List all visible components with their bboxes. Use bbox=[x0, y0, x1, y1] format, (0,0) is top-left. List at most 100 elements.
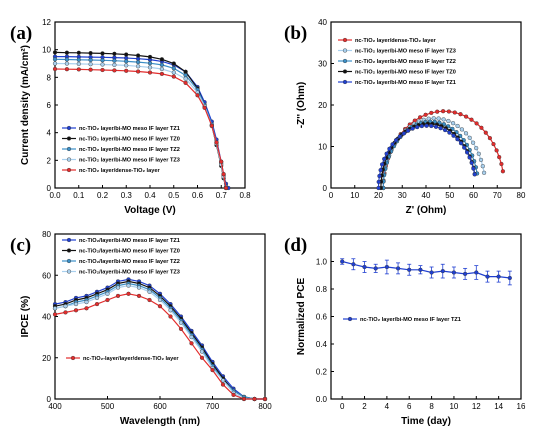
nyquist-arc-line bbox=[380, 123, 476, 189]
ipce-point bbox=[231, 392, 236, 397]
ipce-point bbox=[241, 396, 247, 402]
jv-point bbox=[219, 159, 224, 164]
nyquist-point bbox=[429, 110, 434, 115]
jv-point bbox=[147, 54, 153, 59]
nyquist-point bbox=[410, 126, 415, 131]
y-axis-label: Normalized PCE bbox=[296, 278, 307, 356]
nyquist-point bbox=[469, 160, 474, 165]
ipce-point bbox=[262, 396, 268, 402]
nyquist-point bbox=[377, 173, 382, 179]
legend-marker bbox=[342, 79, 348, 85]
legend-marker bbox=[342, 69, 348, 74]
panel-label: (a) bbox=[10, 23, 32, 44]
nyquist-point bbox=[415, 124, 420, 130]
jv-point bbox=[112, 58, 117, 63]
y-tick-label: 10 bbox=[318, 143, 327, 152]
nyquist-point bbox=[406, 128, 411, 133]
ipce-point bbox=[147, 289, 152, 294]
stability-line bbox=[342, 260, 510, 279]
nyquist-point bbox=[451, 133, 456, 138]
stability-point bbox=[440, 269, 445, 274]
jv-point bbox=[195, 93, 200, 98]
ipce-point bbox=[94, 295, 100, 300]
stability-point bbox=[351, 262, 356, 267]
stability-point bbox=[362, 264, 367, 270]
ipce-point bbox=[168, 308, 173, 313]
nyquist-point bbox=[446, 109, 451, 114]
nyquist-point bbox=[431, 116, 436, 121]
jv-point bbox=[171, 74, 176, 79]
nyquist-point bbox=[494, 148, 499, 153]
panel-c: (c) 400 500 600 700 800 0 20 40 60 80 Wavelength (n… bbox=[10, 230, 272, 426]
legend-entry: nc-TiO₂ layer/bi-MO meso IF layer TZ0 bbox=[355, 70, 456, 76]
jv-point bbox=[52, 61, 58, 66]
panel-a: (a) 0.0 0.1 0.2 0.3 0.4 0.5 0.6 0.7 0.8 0 2 4 6 8 10 12 V… bbox=[10, 18, 251, 216]
jv-point bbox=[159, 66, 164, 72]
y-tick-label: 8 bbox=[47, 73, 52, 82]
jv-point bbox=[202, 105, 207, 110]
jv-point bbox=[159, 57, 164, 62]
ipce-point bbox=[178, 326, 184, 331]
x-axis-label: Voltage (V) bbox=[124, 205, 175, 216]
jv-point bbox=[112, 62, 117, 67]
stability-point bbox=[373, 266, 378, 271]
x-tick-label: 6 bbox=[407, 402, 412, 411]
nyquist-point bbox=[497, 155, 502, 160]
x-axis-label: Time (day) bbox=[401, 416, 451, 426]
nyquist-point bbox=[436, 116, 441, 121]
nyquist-point bbox=[500, 169, 505, 174]
panel-d: (d) 0 2 4 6 8 10 12 14 16 0.0 0.2 0.4 0.6 0.8 1.0 Time (… bbox=[284, 233, 526, 426]
y-axis-label: Current density (mA/cm²) bbox=[20, 45, 31, 165]
jv-point bbox=[223, 185, 229, 191]
ipce-point bbox=[63, 310, 68, 315]
nyquist-point bbox=[441, 109, 446, 114]
plot-frame bbox=[330, 21, 522, 189]
jv-point bbox=[159, 62, 164, 67]
nyquist-point bbox=[465, 150, 470, 155]
x-tick-label: 40 bbox=[422, 191, 431, 200]
y-tick-label: 20 bbox=[42, 354, 51, 363]
x-tick-label: 16 bbox=[517, 402, 526, 411]
nyquist-point bbox=[384, 151, 389, 156]
y-tick-label: 0.6 bbox=[316, 313, 328, 322]
y-tick-label: 40 bbox=[318, 18, 327, 27]
jv-point bbox=[88, 62, 93, 67]
nyquist-point bbox=[429, 123, 434, 129]
nyquist-point bbox=[472, 172, 477, 177]
jv-point bbox=[100, 62, 105, 67]
ipce-point bbox=[52, 306, 58, 311]
x-axis-label: Z' (Ohm) bbox=[406, 205, 447, 216]
panel-label: (d) bbox=[284, 235, 307, 256]
legend-marker bbox=[342, 48, 348, 53]
x-tick-label: 4 bbox=[385, 402, 390, 411]
x-tick-label: 8 bbox=[429, 402, 434, 411]
ipce-point bbox=[63, 304, 68, 309]
nyquist-point bbox=[435, 109, 440, 114]
y-tick-label: 2 bbox=[47, 156, 52, 165]
x-tick-label: 80 bbox=[517, 191, 526, 200]
nyquist-point bbox=[418, 115, 423, 120]
nyquist-point bbox=[378, 168, 383, 173]
legend-entry: nc-TiO₂ layer/bi-MO meso IF layer TZ2 bbox=[79, 147, 180, 153]
y-axis-label: -Z'' (Ohm) bbox=[296, 82, 307, 128]
nyquist-point bbox=[447, 130, 452, 135]
nyquist-point bbox=[487, 136, 492, 141]
nyquist-point bbox=[376, 179, 381, 184]
panel-b: (b) 0 10 20 30 40 50 60 70 80 0 10 20 30 40 Z' (Ohm) -Z'… bbox=[284, 18, 526, 216]
ipce-point bbox=[105, 297, 110, 303]
jv-point bbox=[136, 64, 141, 69]
jv-point bbox=[221, 172, 226, 177]
jv-point bbox=[76, 67, 81, 72]
legend-entry: nc-TiO₂ layer/bi-MO meso IF layer TZ3 bbox=[355, 49, 456, 55]
stability-point bbox=[429, 270, 434, 275]
nyquist-point bbox=[463, 131, 469, 136]
ipce-point bbox=[147, 297, 152, 303]
legend-entry: nc-TiO₂/layer/bi-MO meso IF layer TZ1 bbox=[79, 238, 180, 244]
nyquist-point bbox=[455, 137, 460, 142]
jv-point bbox=[100, 51, 105, 56]
x-tick-label: 60 bbox=[469, 191, 478, 200]
ipce-point bbox=[220, 378, 226, 383]
x-tick-label: 70 bbox=[493, 191, 502, 200]
jv-point bbox=[100, 67, 105, 73]
